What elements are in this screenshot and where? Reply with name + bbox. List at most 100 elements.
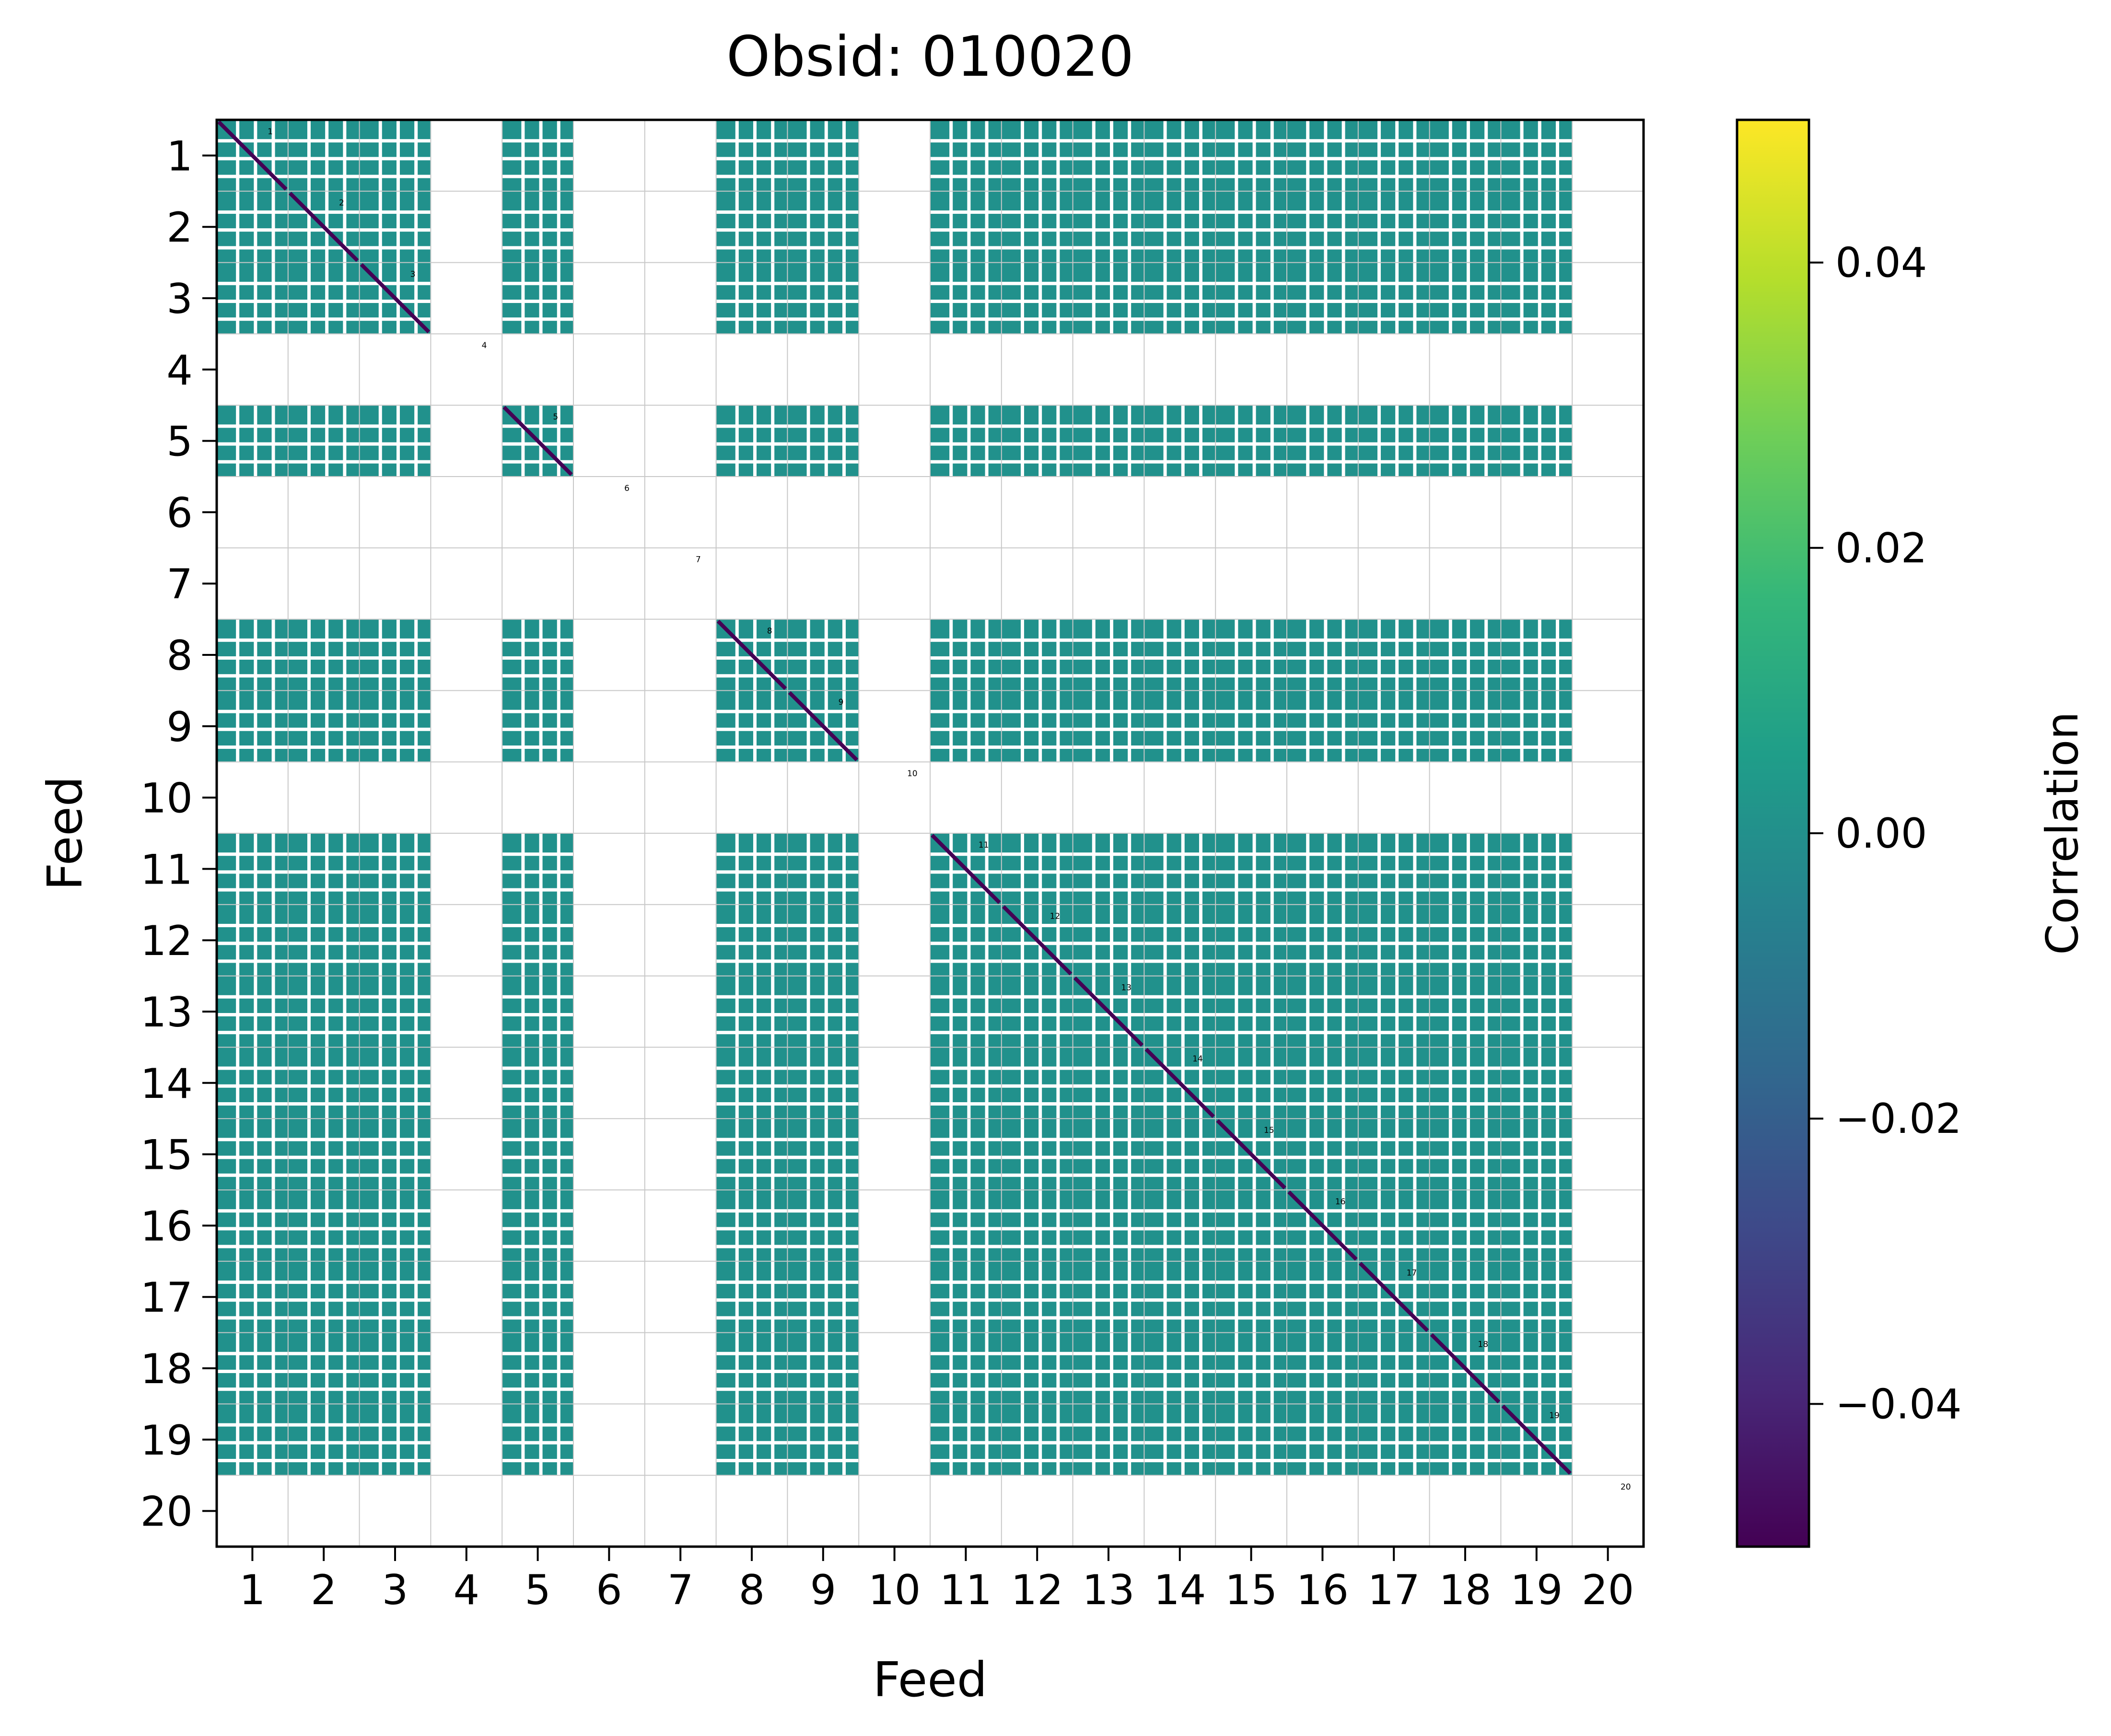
heatmap-cell: [1358, 191, 1430, 263]
diagonal-segment: [1287, 1190, 1358, 1261]
heatmap-cell: [787, 1190, 859, 1262]
heatmap-cell: [859, 619, 931, 691]
heatmap-cell: [716, 477, 788, 548]
heatmap-cell: [217, 1190, 289, 1262]
diagonal-segment: [788, 691, 859, 762]
heatmap-cell: [1073, 904, 1144, 977]
heatmap-cell: [1429, 1118, 1501, 1190]
heatmap-cell: [1358, 1118, 1430, 1190]
heatmap-cell: [1572, 548, 1644, 620]
heatmap-cell: [1429, 762, 1501, 834]
x-tick-label: 17: [1367, 1566, 1420, 1614]
heatmap-cell: [859, 1047, 931, 1119]
heatmap-cell: [930, 762, 1002, 834]
heatmap-cell: [1215, 976, 1287, 1048]
heatmap-cell: [1287, 1404, 1359, 1476]
heatmap-cell: [1215, 120, 1287, 192]
heatmap-cell: [1287, 1118, 1359, 1190]
heatmap-cell: [1287, 619, 1359, 691]
heatmap-cell: [1429, 1261, 1501, 1333]
heatmap-cell: [359, 191, 431, 263]
x-tick-label: 2: [311, 1566, 337, 1614]
heatmap-cell: [1001, 120, 1073, 192]
heatmap-cell: [1215, 690, 1287, 762]
heatmap-cell: [644, 548, 717, 620]
heatmap-cell: [1358, 1047, 1430, 1119]
heatmap-cell: [1144, 334, 1216, 406]
heatmap-cell: [1429, 833, 1501, 905]
x-tick-label: 10: [868, 1566, 921, 1614]
heatmap-cell: [1429, 262, 1501, 334]
heatmap-cell: [1144, 477, 1216, 548]
heatmap-cell: [787, 477, 859, 548]
heatmap-cell: [573, 405, 645, 477]
y-tick-label: 19: [140, 1417, 193, 1465]
heatmap-cell: [502, 1047, 574, 1119]
heatmap-cell: [930, 191, 1002, 263]
heatmap-cell: [573, 477, 645, 548]
x-tick-label: 1: [239, 1566, 266, 1614]
heatmap-cell: [288, 619, 360, 691]
heatmap-cell: [573, 1404, 645, 1476]
heatmap-cell: [1073, 262, 1144, 334]
diagonal-segment: [716, 619, 787, 690]
heatmap-cell: [1001, 191, 1073, 263]
heatmap-cell: [573, 619, 645, 691]
heatmap-cell: [1287, 1475, 1359, 1547]
heatmap-cell: [502, 833, 574, 905]
heatmap-cell: [930, 1404, 1002, 1476]
heatmap-cell: [288, 1404, 360, 1476]
heatmap-cell: [1572, 1118, 1644, 1190]
heatmap-cell: [1287, 548, 1359, 620]
block-label: 14: [1192, 1054, 1203, 1064]
y-axis-label: Feed: [37, 776, 93, 891]
heatmap-cell: [359, 904, 431, 977]
heatmap-cell: [716, 405, 788, 477]
heatmap-cell: [217, 262, 289, 334]
heatmap-cell: [1501, 1475, 1573, 1547]
diagonal-segment: [931, 834, 1001, 904]
heatmap-cell: [288, 405, 360, 477]
heatmap-cell: [573, 833, 645, 905]
heatmap-cell: [1358, 762, 1430, 834]
heatmap-cell: [930, 690, 1002, 762]
colorbar: [1736, 118, 1810, 1548]
heatmap-cell: [644, 904, 717, 977]
heatmap-cell: [787, 1475, 859, 1547]
heatmap-cell: [1144, 548, 1216, 620]
heatmap-cell: [1429, 904, 1501, 977]
heatmap-cell: [431, 976, 502, 1048]
heatmap-cell: [1429, 120, 1501, 192]
diagonal-segment: [1144, 1048, 1215, 1118]
heatmap-cell: [359, 762, 431, 834]
heatmap-cell: [1144, 690, 1216, 762]
heatmap-cell: [1501, 833, 1573, 905]
heatmap-cell: [716, 1404, 788, 1476]
x-tick-label: 8: [739, 1566, 765, 1614]
heatmap-cell: [1287, 191, 1359, 263]
heatmap-cell: [1001, 690, 1073, 762]
heatmap-cell: [787, 262, 859, 334]
heatmap-cell: [859, 548, 931, 620]
diagonal-segment: [1002, 905, 1073, 976]
heatmap-cell: [502, 976, 574, 1048]
heatmap-cell: [1073, 1047, 1144, 1119]
block-label: 5: [553, 412, 558, 422]
heatmap-cell: [359, 833, 431, 905]
y-tick-label: 8: [166, 632, 193, 680]
heatmap-cell: [288, 762, 360, 834]
heatmap-cell: [1001, 619, 1073, 691]
heatmap-cell: [930, 477, 1002, 548]
heatmap-cell: [359, 690, 431, 762]
heatmap-cell: [1073, 1118, 1144, 1190]
heatmap-cell: [644, 833, 717, 905]
y-tick-label: 20: [140, 1488, 193, 1536]
heatmap-cell: [431, 762, 502, 834]
heatmap-cell: [1501, 120, 1573, 192]
y-tick-label: 7: [166, 560, 193, 608]
heatmap-cell: [859, 762, 931, 834]
heatmap-cell: [359, 976, 431, 1048]
diagonal-segment: [1073, 976, 1144, 1047]
diagonal-segment: [217, 120, 288, 191]
